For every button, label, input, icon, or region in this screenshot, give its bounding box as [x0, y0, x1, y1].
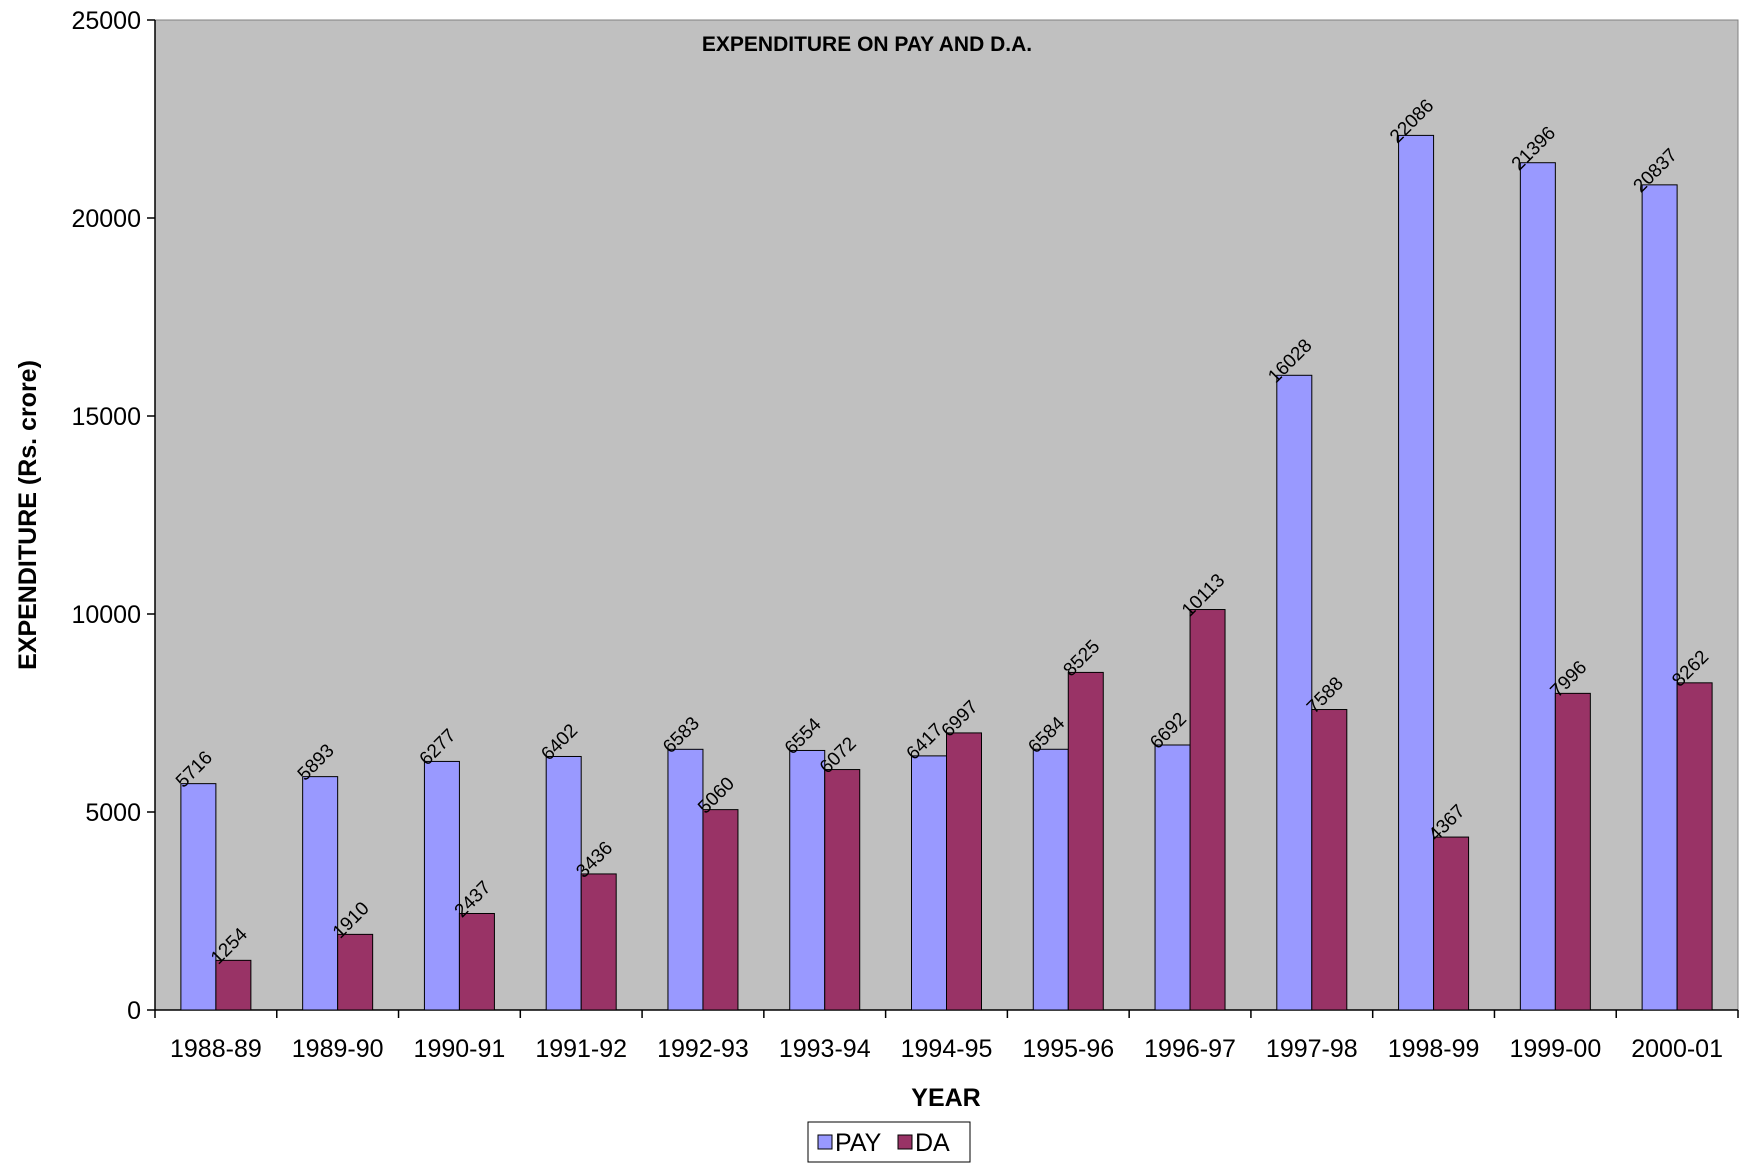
legend: PAY DA [807, 1121, 971, 1163]
y-tick-label: 5000 [85, 799, 141, 827]
bar-pay [423, 760, 460, 1011]
bar-da [1676, 682, 1713, 1011]
bars [180, 134, 1713, 1011]
bar-pay [302, 776, 339, 1011]
y-tick-label: 25000 [71, 7, 141, 35]
y-tick-label: 15000 [71, 403, 141, 431]
bar-da [946, 732, 982, 1011]
bar-da [337, 933, 374, 1011]
y-tick-label: 0 [127, 997, 141, 1025]
bar-da [1554, 692, 1591, 1011]
bar-da [1311, 709, 1348, 1011]
y-tick-label: 20000 [71, 205, 141, 233]
bar-da [1067, 671, 1104, 1011]
y-axis: 0 5000 10000 15000 20000 25000 [71, 7, 156, 1025]
x-tick-label: 1997-98 [1266, 1035, 1358, 1063]
x-tick-label: 1998-99 [1388, 1035, 1480, 1063]
x-tick-label: 1990-91 [414, 1035, 506, 1063]
x-tick-label: 1994-95 [901, 1035, 993, 1063]
bar-pay [1154, 744, 1191, 1011]
bar-da [702, 809, 739, 1011]
x-tick-label: 1993-94 [779, 1035, 871, 1063]
x-tick-label: 1995-96 [1022, 1035, 1114, 1063]
bar-pay [180, 783, 217, 1011]
bar-pay [911, 755, 947, 1011]
bar-pay [1398, 134, 1435, 1011]
bar-pay [1519, 162, 1556, 1011]
x-tick-label: 1991-92 [535, 1035, 627, 1063]
x-tick-label: 1988-89 [170, 1035, 262, 1063]
legend-box [807, 1121, 971, 1163]
x-tick-label: 2000-01 [1631, 1035, 1723, 1063]
bar-pay [1641, 184, 1678, 1011]
bar-pay [1276, 374, 1313, 1011]
x-axis: 1988-89 1989-90 1990-91 1991-92 1992-93 1993-… [154, 1009, 1739, 1063]
bar-da [1189, 609, 1226, 1011]
x-tick-label: 1996-97 [1144, 1035, 1236, 1063]
bar-pay [789, 749, 826, 1011]
legend-label-pay: PAY [835, 1129, 882, 1157]
x-tick-label: 1989-90 [292, 1035, 384, 1063]
x-tick-label: 1992-93 [657, 1035, 749, 1063]
y-axis-title: EXPENDITURE (Rs. crore) [14, 360, 42, 670]
x-tick-label: 1999-00 [1509, 1035, 1601, 1063]
bar-da [458, 912, 495, 1011]
bar-da [580, 873, 617, 1011]
bar-da [824, 769, 861, 1011]
x-axis-title: YEAR [911, 1084, 980, 1112]
bar-da [1433, 836, 1470, 1011]
legend-label-da: DA [915, 1129, 950, 1157]
bar-pay [545, 755, 582, 1011]
bar-pay [667, 748, 704, 1011]
y-tick-label: 10000 [71, 601, 141, 629]
legend-swatch-da [897, 1134, 913, 1150]
legend-swatch-pay [817, 1134, 833, 1150]
bar-da [215, 959, 252, 1011]
bar-pay [1032, 748, 1069, 1011]
chart-title: EXPENDITURE ON PAY AND D.A. [702, 33, 1032, 56]
